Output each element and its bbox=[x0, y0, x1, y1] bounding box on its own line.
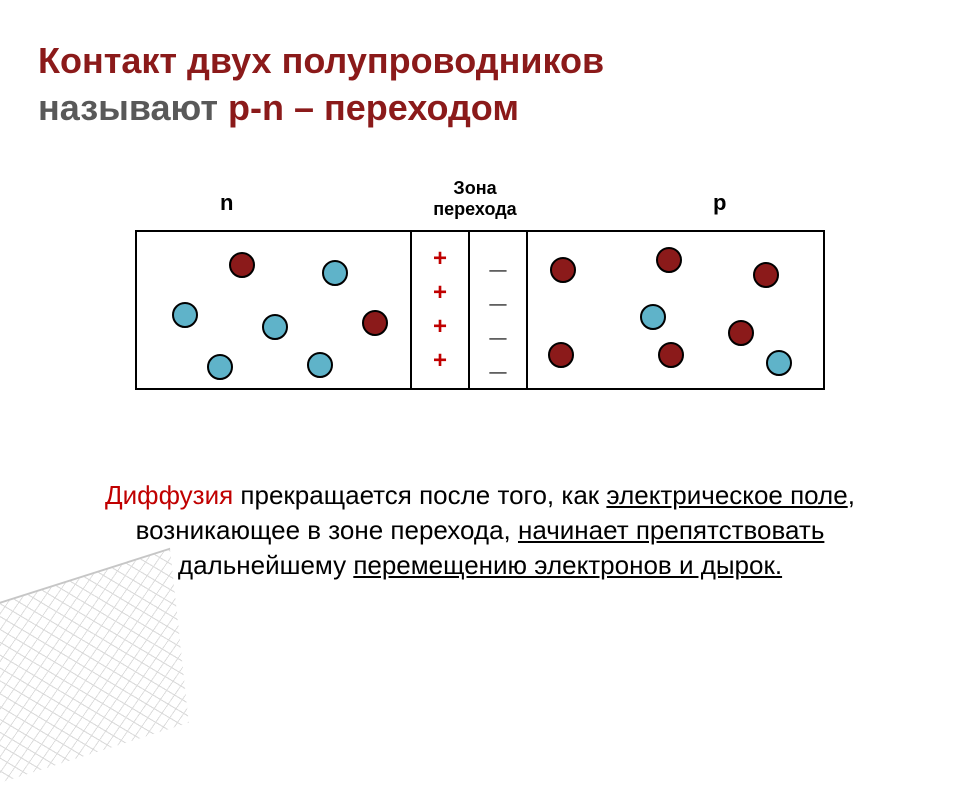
desc-fragment: прекращается после того, как bbox=[233, 480, 606, 510]
hole-particle bbox=[550, 257, 576, 283]
plus-icon: + bbox=[433, 315, 447, 339]
minus-icon: _ bbox=[490, 312, 507, 342]
plus-icon: + bbox=[433, 349, 447, 373]
electron-particle bbox=[172, 302, 198, 328]
hole-particle bbox=[362, 310, 388, 336]
desc-fragment: начинает препятствовать bbox=[518, 515, 824, 545]
diagram-labels: n Зона перехода p bbox=[0, 178, 960, 228]
region-n bbox=[137, 232, 412, 388]
hole-particle bbox=[753, 262, 779, 288]
label-p: p bbox=[713, 190, 726, 216]
plus-icon: + bbox=[433, 247, 447, 271]
desc-fragment: электрическое поле bbox=[606, 480, 847, 510]
plus-icon: + bbox=[433, 281, 447, 305]
hole-particle bbox=[229, 252, 255, 278]
electron-particle bbox=[640, 304, 666, 330]
region-p bbox=[528, 232, 823, 388]
region-minus: _ _ _ _ bbox=[470, 232, 528, 388]
title-line2-red: p-n – переходом bbox=[228, 87, 519, 128]
hole-particle bbox=[548, 342, 574, 368]
electron-particle bbox=[766, 350, 792, 376]
label-zone: Зона перехода bbox=[390, 178, 560, 219]
electron-particle bbox=[307, 352, 333, 378]
pn-junction-diagram: + + + + _ _ _ _ bbox=[135, 230, 825, 390]
minus-icon: _ bbox=[490, 278, 507, 308]
hole-particle bbox=[658, 342, 684, 368]
minus-icon: _ bbox=[490, 346, 507, 376]
electron-particle bbox=[262, 314, 288, 340]
hole-particle bbox=[656, 247, 682, 273]
electron-particle bbox=[207, 354, 233, 380]
minus-icon: _ bbox=[490, 244, 507, 274]
decorative-corner bbox=[0, 548, 189, 792]
region-plus: + + + + bbox=[412, 232, 470, 388]
description-text: Диффузия прекращается после того, как эл… bbox=[50, 478, 910, 583]
desc-fragment: перемещению электронов и дырок. bbox=[353, 550, 782, 580]
title-line1: Контакт двух полупроводников bbox=[38, 40, 604, 81]
title-line2-gray: называют bbox=[38, 87, 228, 128]
desc-fragment: Диффузия bbox=[105, 480, 233, 510]
slide-title: Контакт двух полупроводников называют p-… bbox=[38, 38, 920, 132]
desc-fragment: дальнейшему bbox=[178, 550, 353, 580]
electron-particle bbox=[322, 260, 348, 286]
hole-particle bbox=[728, 320, 754, 346]
label-n: n bbox=[220, 190, 233, 216]
